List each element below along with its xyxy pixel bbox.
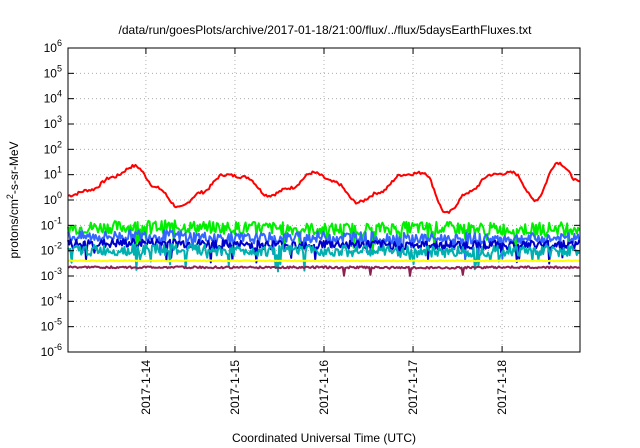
y-tick-label: 106 xyxy=(44,38,62,55)
series-line-5 xyxy=(67,243,581,273)
y-tick-label-exponent: -2 xyxy=(54,241,62,251)
y-tick-label-base: 10 xyxy=(44,142,58,156)
y-tick-label-base: 10 xyxy=(44,168,58,182)
y-tick-label-exponent: 3 xyxy=(57,114,62,124)
y-tick-label-exponent: -3 xyxy=(54,266,62,276)
y-tick-label-base: 10 xyxy=(41,269,55,283)
y-tick-label: 10-4 xyxy=(41,291,62,308)
y-tick-label-exponent: 6 xyxy=(57,38,62,48)
y-tick-label: 101 xyxy=(44,165,62,182)
y-tick-label: 10-5 xyxy=(41,317,62,334)
y-tick-label: 10-3 xyxy=(41,266,62,283)
y-axis-label: protons/cm2-s-sr-MeV xyxy=(5,141,21,258)
y-tick-label: 10-6 xyxy=(41,342,62,359)
y-tick-label-exponent: 5 xyxy=(57,63,62,73)
y-tick-label: 104 xyxy=(44,89,62,106)
y-tick-label: 10-2 xyxy=(41,241,62,258)
y-axis-label-sup: 2 xyxy=(5,194,15,199)
y-tick-label-base: 10 xyxy=(44,41,58,55)
grid xyxy=(68,48,580,352)
y-tick-label-base: 10 xyxy=(41,345,55,359)
y-tick-label-base: 10 xyxy=(41,294,55,308)
x-tick-label: 2017-1-17 xyxy=(406,360,420,415)
y-tick-label-base: 10 xyxy=(44,92,58,106)
series-line-7 xyxy=(67,265,580,277)
y-tick-label-exponent: 0 xyxy=(57,190,62,200)
y-tick-label-base: 10 xyxy=(44,66,58,80)
x-tick-label: 2017-1-14 xyxy=(139,360,153,415)
y-tick-label-exponent: -4 xyxy=(54,291,62,301)
series-line-6 xyxy=(67,259,580,263)
y-tick-label-exponent: -5 xyxy=(54,317,62,327)
y-tick-label-exponent: 2 xyxy=(57,139,62,149)
x-tick-label: 2017-1-18 xyxy=(495,360,509,415)
y-tick-label-base: 10 xyxy=(41,218,55,232)
x-axis-label: Coordinated Universal Time (UTC) xyxy=(232,431,416,445)
y-tick-label: 103 xyxy=(44,114,62,131)
y-axis-label-base: protons/cm xyxy=(7,199,21,258)
y-tick-label-base: 10 xyxy=(44,193,58,207)
y-tick-label-base: 10 xyxy=(44,117,58,131)
y-tick-label-exponent: -6 xyxy=(54,342,62,352)
chart-title: /data/run/goesPlots/archive/2017-01-18/2… xyxy=(119,23,533,37)
y-tick-label: 10-1 xyxy=(41,215,62,232)
y-tick-label: 100 xyxy=(44,190,62,207)
x-tick-label: 2017-1-16 xyxy=(317,360,331,415)
y-tick-label-exponent: 4 xyxy=(57,89,62,99)
series-line-1 xyxy=(67,161,580,214)
y-tick-label-base: 10 xyxy=(41,320,55,334)
y-tick-label: 102 xyxy=(44,139,62,156)
x-tick-label: 2017-1-15 xyxy=(228,360,242,415)
y-tick-label-exponent: -1 xyxy=(54,215,62,225)
y-tick-label-base: 10 xyxy=(41,244,55,258)
series-lines xyxy=(67,161,581,277)
ticks: 10610510410310210110010-110-210-310-410-… xyxy=(41,38,580,415)
y-tick-label: 105 xyxy=(44,63,62,80)
y-axis-label-rest: -s-sr-MeV xyxy=(7,141,21,194)
y-tick-label-exponent: 1 xyxy=(57,165,62,175)
